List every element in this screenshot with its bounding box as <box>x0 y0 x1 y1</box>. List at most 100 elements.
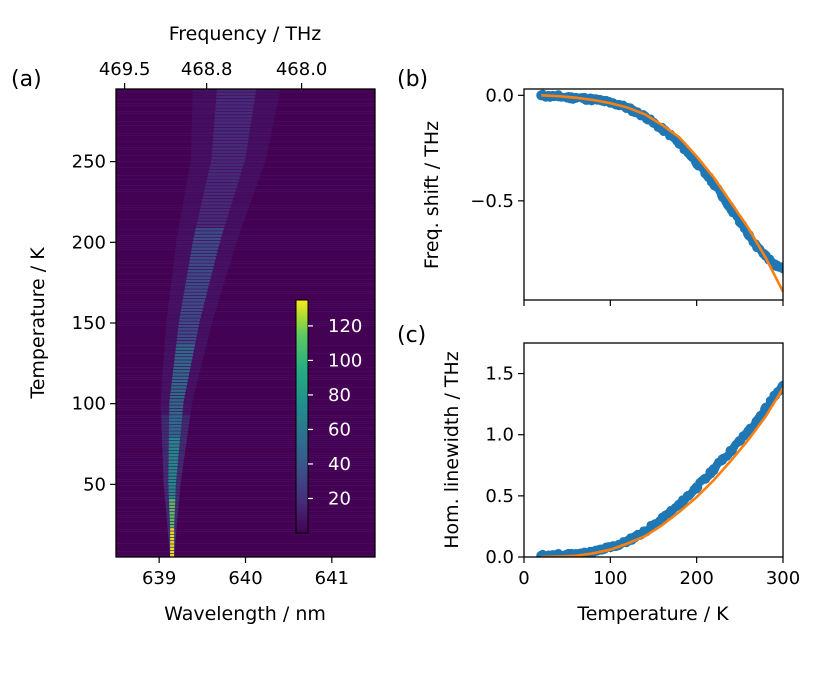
heatmap-x-tick-label: 639 <box>142 568 176 589</box>
heatmap-trail-core <box>168 460 178 463</box>
freq-shift-y-tick-label: 0.0 <box>485 85 514 106</box>
heatmap-trail-core <box>200 205 231 208</box>
heatmap-trail-core <box>216 98 255 102</box>
heatmap-trail-core <box>217 86 257 89</box>
heatmap-trail-core <box>168 479 177 483</box>
linewidth-y-tick-label: 1.5 <box>485 364 514 385</box>
heatmap-trail-core <box>193 237 221 241</box>
heatmap-trail-core <box>171 386 187 389</box>
heatmap-trail-core <box>194 234 222 237</box>
heatmap-trail-core <box>189 260 215 263</box>
linewidth-data-point <box>708 463 719 474</box>
heatmap-y-tick-label: 250 <box>72 152 106 173</box>
heatmap-trail-core <box>188 263 215 267</box>
freq-shift-plot <box>536 89 783 293</box>
heatmap-trail-core <box>168 453 179 457</box>
heatmap-trail-core <box>187 273 212 276</box>
heatmap-y-tick-label: 50 <box>83 474 106 495</box>
panel-label-b: (b) <box>397 67 428 92</box>
heatmap-trail-core <box>170 524 175 528</box>
heatmap-trail-core <box>184 286 209 289</box>
heatmap-trail-core <box>192 240 220 244</box>
heatmap-trail-core <box>168 476 177 480</box>
heatmap-trail-core <box>169 395 185 399</box>
heatmap-trail-core <box>170 531 175 534</box>
heatmap-trail-core <box>168 428 181 431</box>
freq-shift-data-point <box>536 90 547 101</box>
heatmap-trail-core <box>170 389 186 392</box>
heatmap-trail-core <box>170 547 175 551</box>
linewidth-x-tick-label: 100 <box>593 568 627 589</box>
heatmap-trail-core <box>212 147 247 150</box>
heatmap-trail-core <box>170 554 175 557</box>
heatmap-trail-core <box>169 505 175 509</box>
heatmap-trail-core <box>205 182 238 186</box>
linewidth-ylabel: Hom. linewidth / THz <box>441 351 463 549</box>
heatmap-trail-core <box>182 299 206 302</box>
heatmap-trail-core <box>216 92 256 95</box>
heatmap-trail-core <box>168 434 181 438</box>
linewidth-data-point <box>665 506 676 517</box>
heatmap-trail-core <box>182 302 205 305</box>
heatmap-trail-core <box>184 289 208 292</box>
heatmap-trail-core <box>169 515 175 518</box>
heatmap-trail-core <box>168 492 176 496</box>
heatmap-y-tick-label: 100 <box>72 394 106 415</box>
heatmap-trail-core <box>168 482 176 486</box>
heatmap-trail-core <box>213 127 250 131</box>
linewidth-data-point <box>726 445 737 456</box>
linewidth-data-point <box>734 435 745 446</box>
heatmap-trail-core <box>197 218 227 221</box>
heatmap-trail-core <box>213 137 249 141</box>
linewidth-plot <box>536 380 783 557</box>
heatmap-trail-core <box>169 512 175 515</box>
freq-shift-data-point <box>769 259 780 270</box>
heatmap-trail-core <box>208 169 242 173</box>
linewidth-data-point <box>717 454 728 465</box>
linewidth-y-tick-label: 1.0 <box>485 425 514 446</box>
heatmap-trail-core <box>215 111 253 115</box>
heatmap-trail-core <box>215 102 255 105</box>
heatmap-trail-core <box>215 108 254 112</box>
heatmap-trail-core <box>213 134 249 137</box>
heatmap-trail-core <box>180 311 202 315</box>
heatmap-trail-core <box>191 250 218 254</box>
linewidth-data-point <box>674 499 685 510</box>
heatmap-trail-core <box>211 153 246 157</box>
heatmap-trail-core <box>168 457 179 460</box>
heatmap-trail-core <box>174 360 192 363</box>
heatmap-trail-core <box>169 411 183 415</box>
linewidth-data-point <box>562 549 573 557</box>
heatmap-trail-core <box>200 208 230 212</box>
linewidth-x-tick-label: 0 <box>518 568 529 589</box>
heatmap-trail-core <box>216 89 257 92</box>
heatmap-trail-core <box>174 357 193 360</box>
heatmap-trail-core <box>178 324 199 328</box>
heatmap-trail-core <box>189 257 216 260</box>
linewidth-ticks: 0.0 0.5 1.0 1.5 0 100 200 300 <box>485 364 800 589</box>
heatmap-trail-core <box>194 231 223 234</box>
heatmap-trail-core <box>183 295 206 299</box>
heatmap-trail-core <box>214 124 251 128</box>
heatmap-trail-core <box>170 528 175 531</box>
heatmap-trail-core <box>206 179 239 183</box>
linewidth-xlabel: Temperature / K <box>576 603 729 625</box>
freq-shift-ticks: 0.0 −0.5 <box>470 85 784 306</box>
heatmap-trail-core <box>170 544 175 547</box>
heatmap-trail-core <box>168 470 178 473</box>
panel-label-c: (c) <box>397 323 426 348</box>
heatmap-trail-core <box>214 115 253 118</box>
heatmap-trail-core <box>169 399 184 402</box>
heatmap-trail-core <box>168 489 176 492</box>
freq-shift-ylabel: Freq. shift / THz <box>421 121 443 269</box>
heatmap-trail-core <box>192 244 220 247</box>
heatmap-trail-core <box>168 431 181 434</box>
heatmap-trail-core <box>202 195 234 199</box>
heatmap-trail-core <box>209 166 243 170</box>
freq-shift-y-tick-label: −0.5 <box>470 191 514 212</box>
heatmap-top-tick-label: 468.0 <box>276 59 328 80</box>
heatmap-trail-core <box>188 266 214 270</box>
heatmap-trail-core <box>168 466 178 470</box>
heatmap-trail-core <box>170 550 175 554</box>
panel-label-a: (a) <box>11 67 42 92</box>
